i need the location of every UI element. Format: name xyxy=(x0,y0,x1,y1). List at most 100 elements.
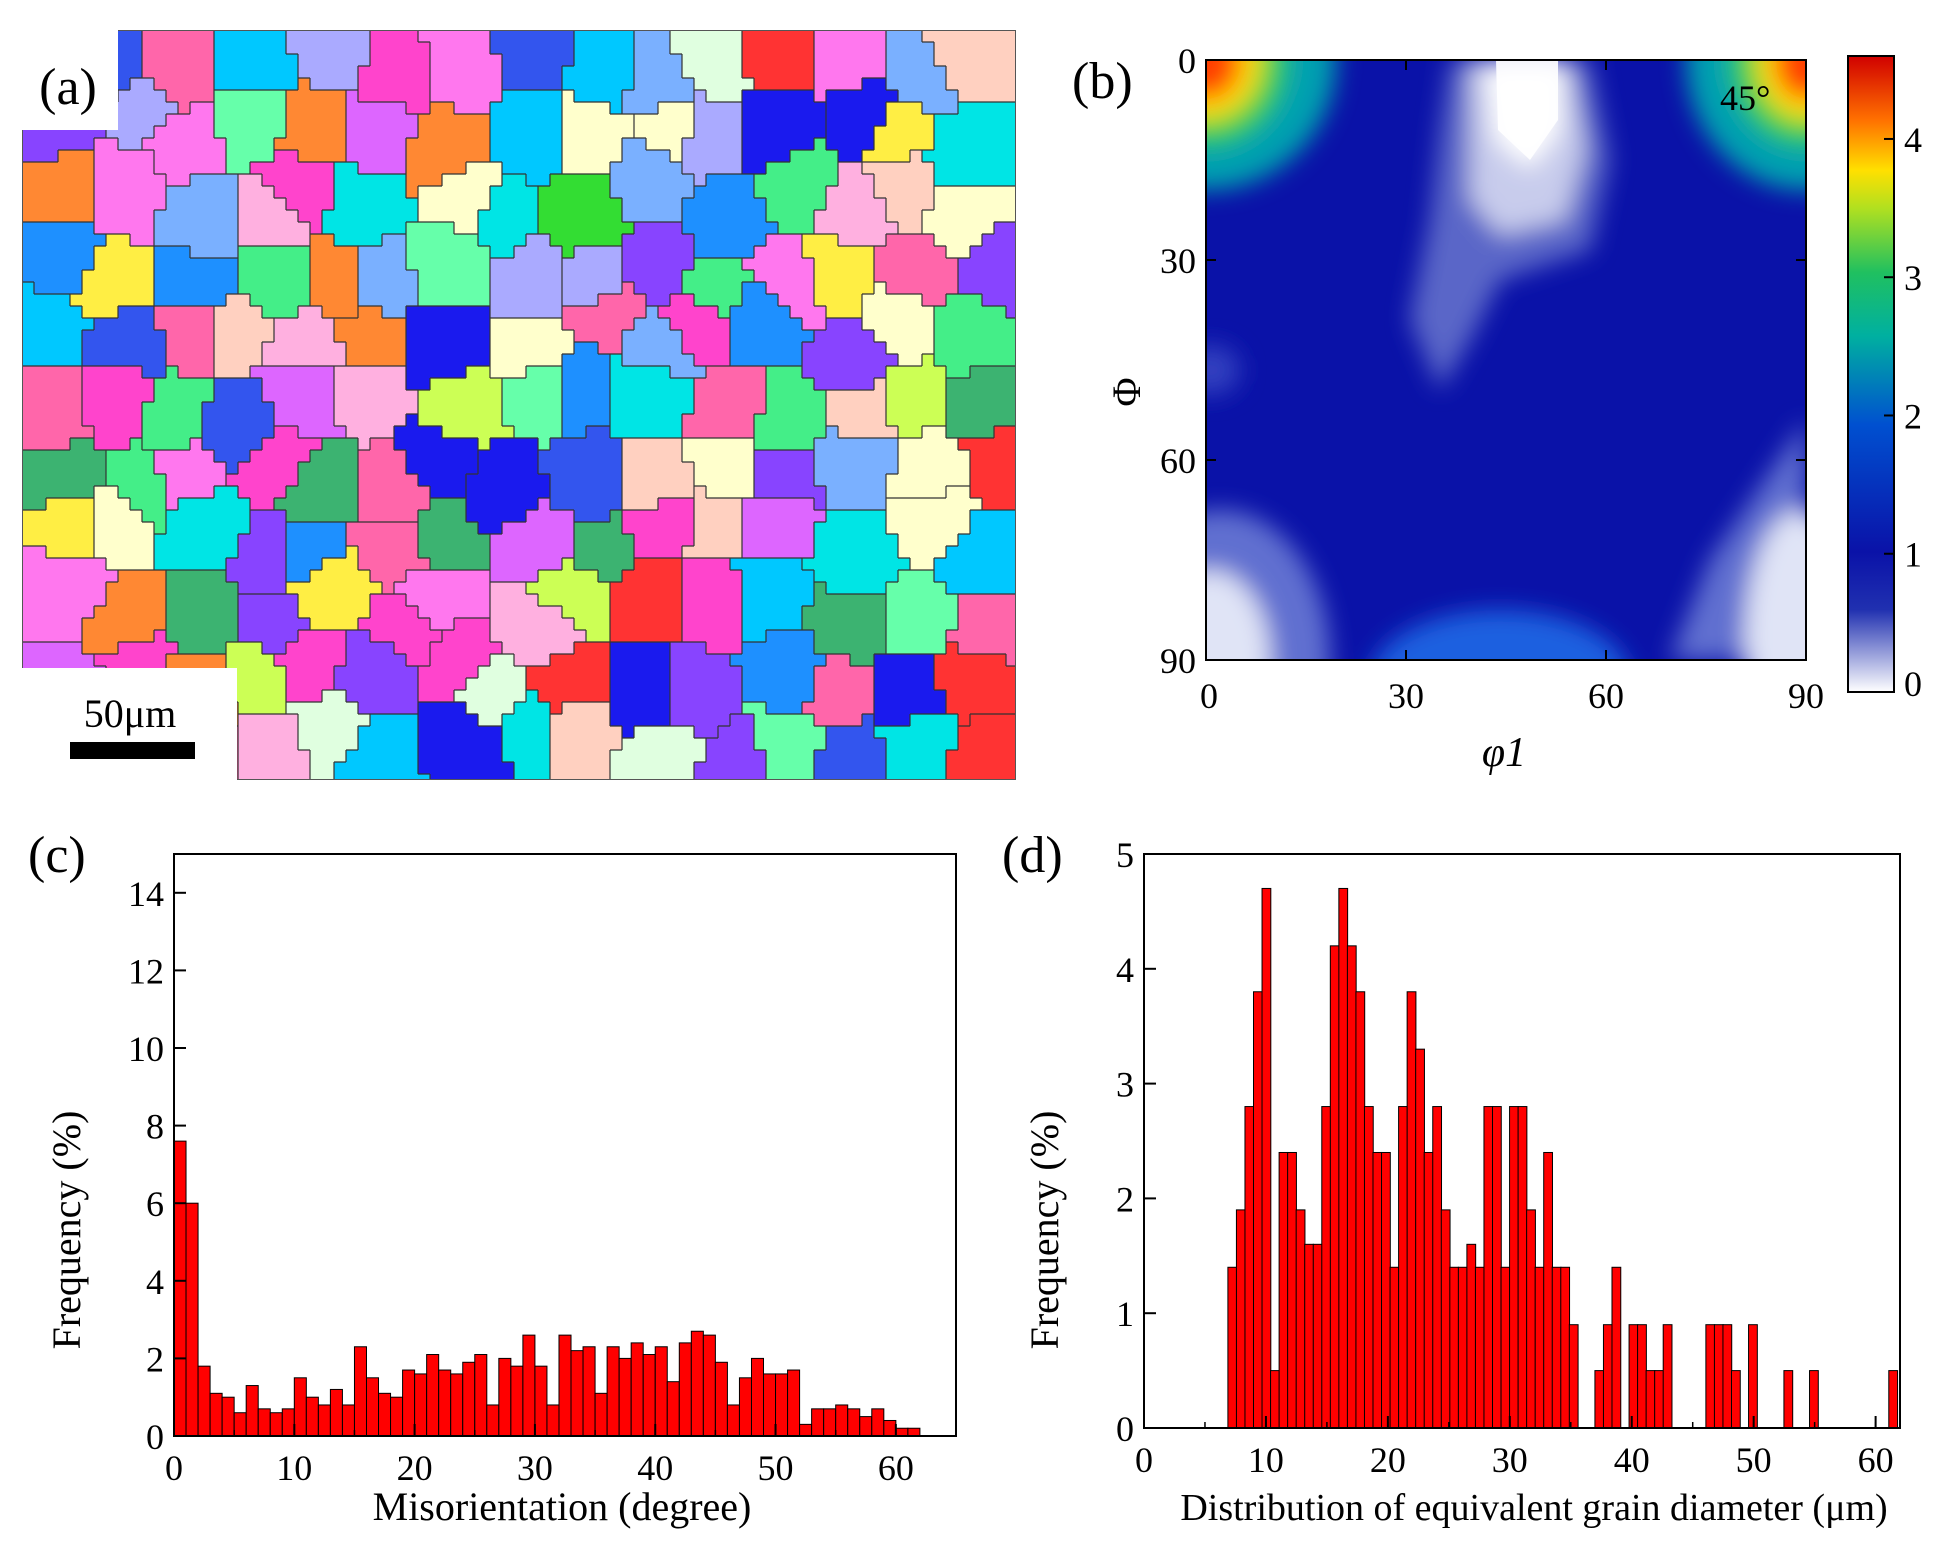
chart-d-bar xyxy=(1474,1266,1485,1429)
grain-cell xyxy=(694,174,707,187)
grain-cell xyxy=(94,510,143,523)
grain-cell xyxy=(610,402,695,415)
grain-cell xyxy=(346,690,419,703)
grain-cell xyxy=(922,30,1016,43)
grain-cell xyxy=(358,510,419,523)
grain-cell xyxy=(658,498,695,511)
grain-cell xyxy=(742,510,827,523)
grain-cell xyxy=(730,342,803,355)
grain-cell xyxy=(22,546,47,559)
chart-c-bar xyxy=(702,1334,716,1437)
chart-c-bar xyxy=(618,1357,632,1437)
grain-cell xyxy=(886,486,947,499)
grain-cell xyxy=(238,174,263,187)
grain-cell xyxy=(310,270,359,283)
grain-cell xyxy=(262,642,287,655)
grain-cell xyxy=(334,174,407,187)
grain-cell xyxy=(130,498,167,511)
grain-cell xyxy=(706,642,743,655)
grain-cell xyxy=(694,90,707,103)
grain-cell xyxy=(418,702,467,715)
grain-cell xyxy=(670,642,707,655)
grain-cell xyxy=(862,294,923,307)
grain-cell xyxy=(754,726,827,739)
grain-cell xyxy=(166,474,227,487)
grain-cell xyxy=(610,750,707,763)
chart-d-bar xyxy=(1551,1266,1562,1429)
grain-cell xyxy=(178,642,227,655)
chart-d-bar xyxy=(1568,1324,1579,1429)
grain-cell xyxy=(22,462,107,475)
grain-cell xyxy=(22,246,95,259)
grain-cell xyxy=(634,66,683,79)
grain-cell xyxy=(262,378,335,391)
grain-cell xyxy=(730,306,791,319)
grain-cell xyxy=(814,690,875,703)
grain-cell xyxy=(634,54,683,67)
grain-cell xyxy=(742,126,827,139)
grain-cell xyxy=(538,498,551,511)
grain-cell xyxy=(610,594,683,607)
grain-cell xyxy=(286,642,347,655)
grain-cell xyxy=(934,54,1016,67)
grain-cell xyxy=(538,570,599,583)
grain-cell xyxy=(730,714,755,727)
grain-cell xyxy=(754,78,815,91)
grain-cell xyxy=(502,390,563,403)
grain-cell xyxy=(970,366,1016,379)
grain-cell xyxy=(970,474,1016,487)
grain-cell xyxy=(694,402,767,415)
grain-cell xyxy=(766,630,815,643)
grain-cell xyxy=(754,426,827,439)
grain-cell xyxy=(898,462,971,475)
grain-cell xyxy=(250,162,335,175)
grain-cell xyxy=(418,270,491,283)
scale-bar xyxy=(70,742,195,759)
chart-c-bar xyxy=(293,1377,307,1437)
grain-cell xyxy=(394,642,431,655)
grain-cell xyxy=(754,450,815,463)
grain-cell xyxy=(358,246,407,259)
grain-cell xyxy=(694,126,743,139)
grain-cell xyxy=(562,246,575,259)
grain-cell xyxy=(22,402,83,415)
grain-cell xyxy=(118,138,143,151)
grain-cell xyxy=(934,198,1016,211)
grain-cell xyxy=(82,354,167,367)
grain-cell xyxy=(202,426,275,439)
grain-cell xyxy=(478,222,539,235)
grain-cell xyxy=(886,738,959,751)
grain-cell xyxy=(22,606,95,619)
grain-cell xyxy=(706,90,743,103)
chart-d-bar xyxy=(1346,945,1357,1429)
grain-cell xyxy=(946,366,971,379)
grain-cell xyxy=(106,450,155,463)
chart-d-bar xyxy=(1287,1151,1297,1429)
odf-ylabel: Φ xyxy=(1104,377,1149,406)
grain-cell xyxy=(94,546,155,559)
grain-cell xyxy=(694,258,743,271)
grain-cell xyxy=(742,498,815,511)
grain-cell xyxy=(898,450,971,463)
grain-cell xyxy=(406,594,491,607)
grain-cell xyxy=(622,450,683,463)
grain-cell xyxy=(274,330,335,343)
grain-cell xyxy=(238,198,287,211)
panel-label-a: (a) xyxy=(39,59,97,116)
grain-cell xyxy=(682,54,743,67)
grain-cell xyxy=(406,450,479,463)
grain-cell xyxy=(406,330,491,343)
chart-d-bar xyxy=(1235,1209,1246,1429)
grain-cell xyxy=(490,606,563,619)
grain-cell xyxy=(766,282,815,295)
grain-cell xyxy=(814,474,887,487)
grain-cell xyxy=(502,414,563,427)
chart-c-bar xyxy=(594,1392,608,1437)
grain-cell xyxy=(886,402,947,415)
grain-cell xyxy=(886,102,923,115)
grain-cell xyxy=(346,90,359,103)
grain-cell xyxy=(946,702,1016,715)
grain-cell xyxy=(214,366,251,379)
grain-cell xyxy=(430,78,503,91)
grain-cell xyxy=(562,402,611,415)
